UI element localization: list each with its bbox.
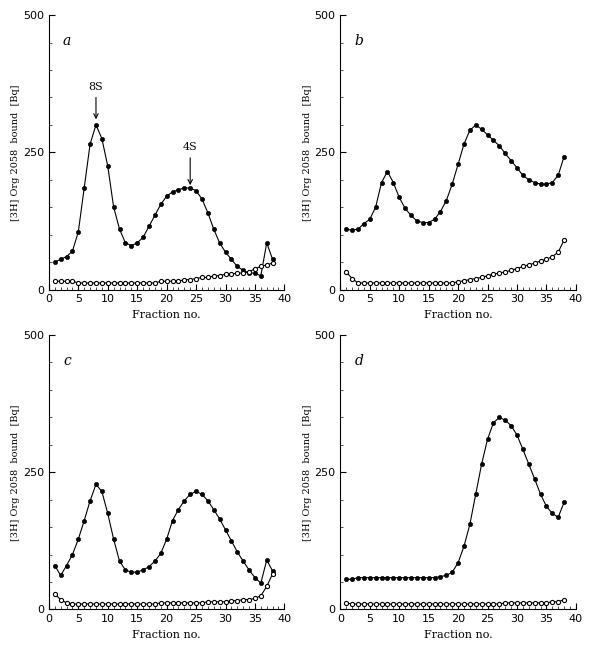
Y-axis label: [3H] Org 2058  bound  [Bq]: [3H] Org 2058 bound [Bq] bbox=[302, 404, 312, 540]
Text: a: a bbox=[63, 35, 71, 48]
Y-axis label: [3H] Org 2058  bound  [Bq]: [3H] Org 2058 bound [Bq] bbox=[11, 84, 20, 221]
Text: d: d bbox=[355, 354, 364, 368]
X-axis label: Fraction no.: Fraction no. bbox=[132, 310, 201, 320]
X-axis label: Fraction no.: Fraction no. bbox=[424, 310, 492, 320]
Y-axis label: [3H] Org 2058  bound  [Bq]: [3H] Org 2058 bound [Bq] bbox=[302, 84, 312, 221]
X-axis label: Fraction no.: Fraction no. bbox=[424, 630, 492, 640]
Text: b: b bbox=[355, 35, 364, 48]
X-axis label: Fraction no.: Fraction no. bbox=[132, 630, 201, 640]
Y-axis label: [3H] Org 2058  bound  [Bq]: [3H] Org 2058 bound [Bq] bbox=[11, 404, 20, 540]
Text: 8S: 8S bbox=[89, 82, 103, 118]
Text: c: c bbox=[63, 354, 71, 368]
Text: 4S: 4S bbox=[183, 143, 198, 184]
